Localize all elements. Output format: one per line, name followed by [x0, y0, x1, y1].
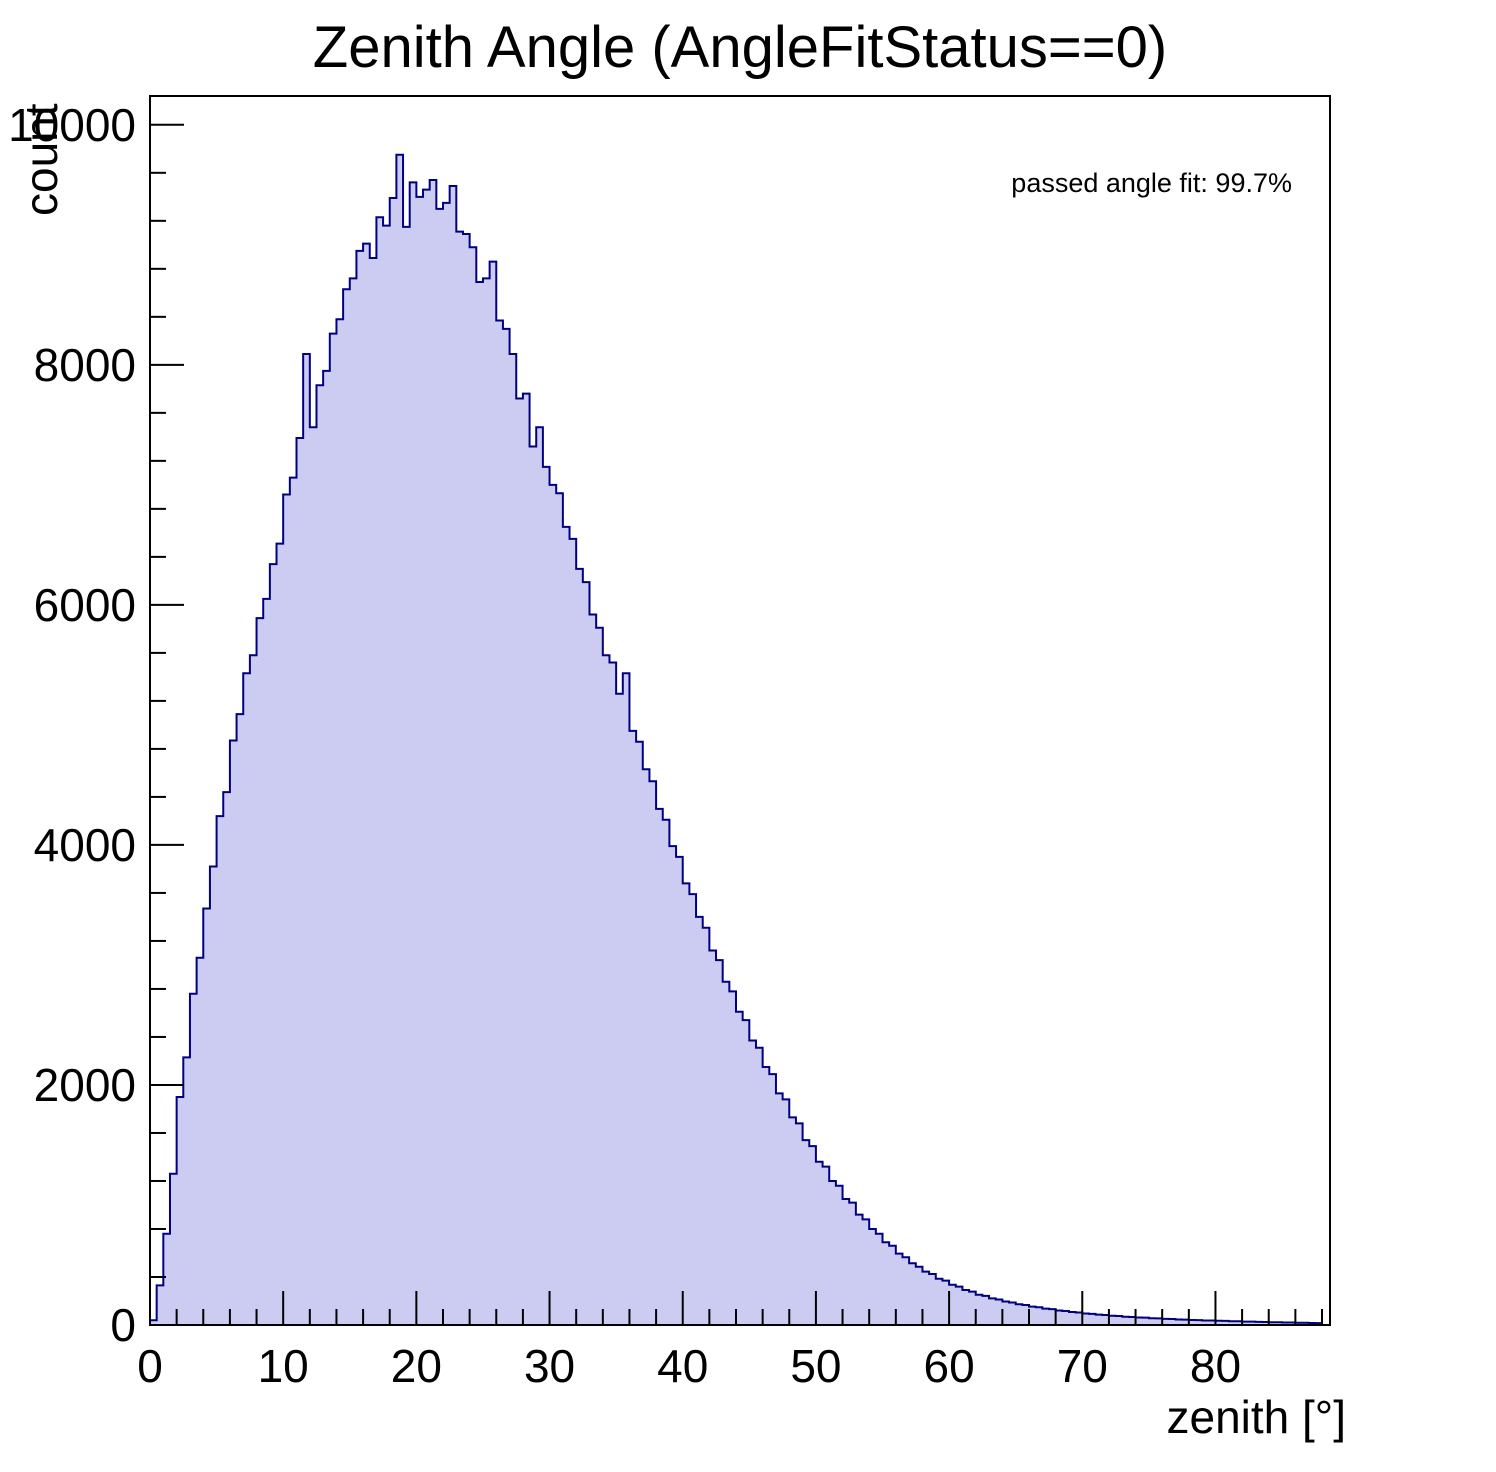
y-axis-title: count [15, 103, 67, 216]
y-tick-label: 2000 [34, 1059, 136, 1111]
x-tick-label: 40 [657, 1340, 708, 1392]
plot-frame [149, 95, 1331, 1326]
x-tick-label: 80 [1190, 1340, 1241, 1392]
y-tick-label: 4000 [34, 819, 136, 871]
y-tick-label: 8000 [34, 339, 136, 391]
chart-title: Zenith Angle (AngleFitStatus==0) [312, 15, 1168, 80]
x-tick-label: 20 [391, 1340, 442, 1392]
x-tick-label: 30 [524, 1340, 575, 1392]
histogram-area [149, 153, 1324, 1326]
x-tick-label: 0 [137, 1340, 163, 1392]
x-axis-title: zenith [°] [1166, 1391, 1347, 1443]
y-tick-label: 0 [110, 1299, 136, 1351]
x-tick-label: 10 [258, 1340, 309, 1392]
y-tick-label: 6000 [34, 579, 136, 631]
x-tick-label: 50 [790, 1340, 841, 1392]
y-tick-label: 10000 [8, 99, 136, 151]
x-tick-label: 70 [1057, 1340, 1108, 1392]
passed-fraction-label: passed angle fit: 99.7% [1011, 168, 1292, 198]
x-tick-label: 60 [924, 1340, 975, 1392]
